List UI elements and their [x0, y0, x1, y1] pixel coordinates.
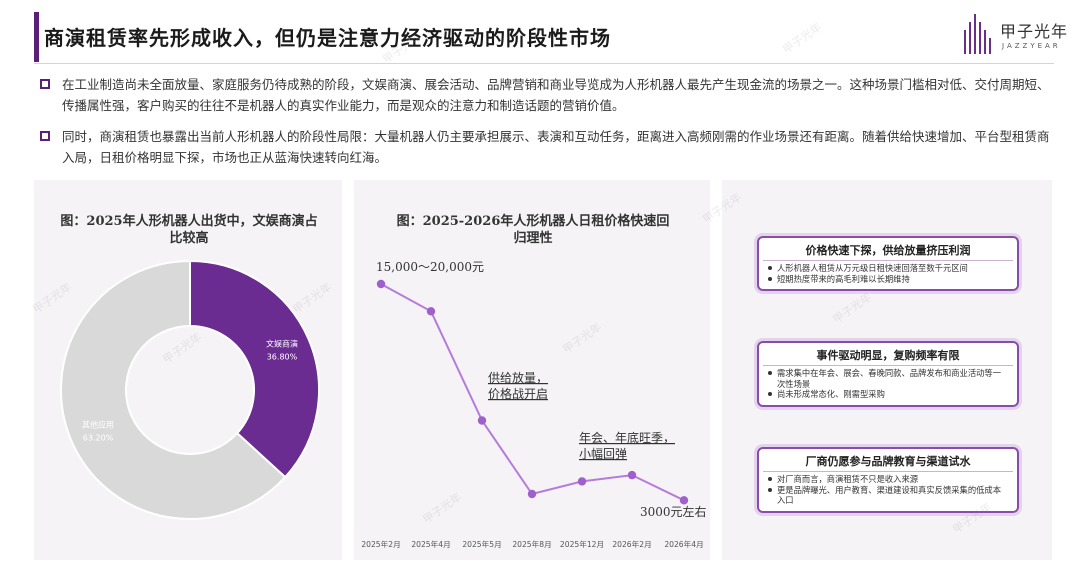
title-divider — [34, 63, 1054, 64]
bullet-paragraph: 在工业制造尚未全面放量、家庭服务仍待成熟的阶段，文娱商演、展会活动、品牌营销和商… — [40, 74, 1050, 116]
logo-bars-icon — [964, 14, 994, 54]
bullet-paragraph: 同时，商演租赁也暴露出当前人形机器人的阶段性局限：大量机器人仍主要承担展示、表演… — [40, 126, 1050, 168]
card-item: 需求集中在年会、展会、春晚同款、品牌发布和商业活动等一次性场景 — [767, 368, 1009, 389]
square-bullet-icon — [40, 79, 50, 89]
chart-annotation: 年会、年底旺季， — [579, 430, 675, 445]
chart-annotation: 小幅回弹 — [579, 446, 627, 461]
card-heading: 价格快速下探，供给放量挤压利润 — [805, 244, 971, 257]
x-tick-label: 2025年5月 — [462, 539, 501, 549]
slice-category-label: 文娱商演 — [266, 339, 298, 349]
chart-annotation: 供给放量， — [488, 370, 548, 385]
title-accent-bar — [34, 12, 39, 62]
slice-category-label: 其他应用 — [82, 419, 114, 429]
donut-slice — [60, 259, 287, 520]
x-tick-label: 2025年8月 — [512, 539, 551, 549]
slice-value-label: 36.80% — [267, 353, 298, 362]
card-divider — [763, 471, 1013, 472]
data-point — [477, 416, 487, 425]
chart-annotation: 3000元左右 — [640, 504, 707, 519]
data-point — [527, 489, 537, 499]
donut-slice — [189, 259, 320, 479]
card-item: 对厂商而言，商演租赁不只是收入来源 — [767, 474, 1009, 485]
data-point — [426, 307, 436, 316]
bullet-text: 同时，商演租赁也暴露出当前人形机器人的阶段性局限：大量机器人仍主要承担展示、表演… — [62, 129, 1050, 165]
card-heading: 事件驱动明显，复购频率有限 — [816, 349, 960, 362]
x-tick-label: 2026年4月 — [664, 539, 703, 549]
data-point — [679, 496, 689, 505]
card-item: 更是品牌曝光、用户教育、渠道建设和真实反馈采集的低成本入口 — [767, 485, 1009, 506]
donut-chart: 文娱商演 36.80% 其他应用 63.20% — [60, 259, 320, 520]
x-tick-label: 2025年2月 — [361, 539, 400, 549]
bullet-text: 在工业制造尚未全面放量、家庭服务仍待成熟的阶段，文娱商演、展会活动、品牌营销和商… — [62, 77, 1050, 113]
card-item: 尚未形成常态化、刚需型采购 — [767, 389, 1009, 400]
watermark: 甲子光年 — [780, 20, 825, 57]
square-bullet-icon — [40, 131, 50, 141]
card-divider — [763, 260, 1013, 261]
card-heading: 厂商仍愿参与品牌教育与渠道试水 — [805, 455, 971, 468]
chart-annotation: 价格战开启 — [488, 386, 548, 401]
data-point — [627, 470, 637, 480]
brand-logo: 甲子光年 JAZZYEAR — [964, 14, 1072, 58]
slice-value-label: 63.20% — [83, 433, 114, 442]
logo-name: 甲子光年 — [1000, 22, 1069, 41]
card-item: 短期热度带来的高毛利难以长期维持 — [767, 274, 1009, 285]
pie-chart-title: 图：2025年人形机器人出货中，文娱商演占比较高 — [60, 214, 318, 246]
summary-card: 价格快速下探，供给放量挤压利润 人形机器人租赁从万元级日租快速回落至数千元区间 … — [757, 236, 1019, 291]
card-item: 人形机器人租赁从万元级日租快速回落至数千元区间 — [767, 263, 1009, 274]
card-divider — [763, 365, 1013, 366]
x-tick-label: 2025年4月 — [411, 539, 450, 549]
line-chart-title: 图：2025-2026年人形机器人日租价格快速回归理性 — [396, 214, 670, 246]
logo-subtitle: JAZZYEAR — [1002, 42, 1061, 50]
data-point — [376, 279, 386, 289]
summary-card: 事件驱动明显，复购频率有限 需求集中在年会、展会、春晚同款、品牌发布和商业活动等… — [757, 341, 1019, 407]
x-tick-label: 2025年12月 — [560, 539, 604, 549]
chart-annotation: 15,000～20,000元 — [376, 260, 484, 274]
line-chart: 2025年2月 2025年4月 2025年5月 2025年8月 2025年12月 2026… — [361, 260, 707, 549]
x-tick-label: 2026年2月 — [612, 539, 651, 549]
data-point — [577, 477, 587, 486]
page-title: 商演租赁率先形成收入，但仍是注意力经济驱动的阶段性市场 — [44, 26, 611, 50]
summary-card: 厂商仍愿参与品牌教育与渠道试水 对厂商而言，商演租赁不只是收入来源 更是品牌曝光… — [757, 447, 1019, 513]
